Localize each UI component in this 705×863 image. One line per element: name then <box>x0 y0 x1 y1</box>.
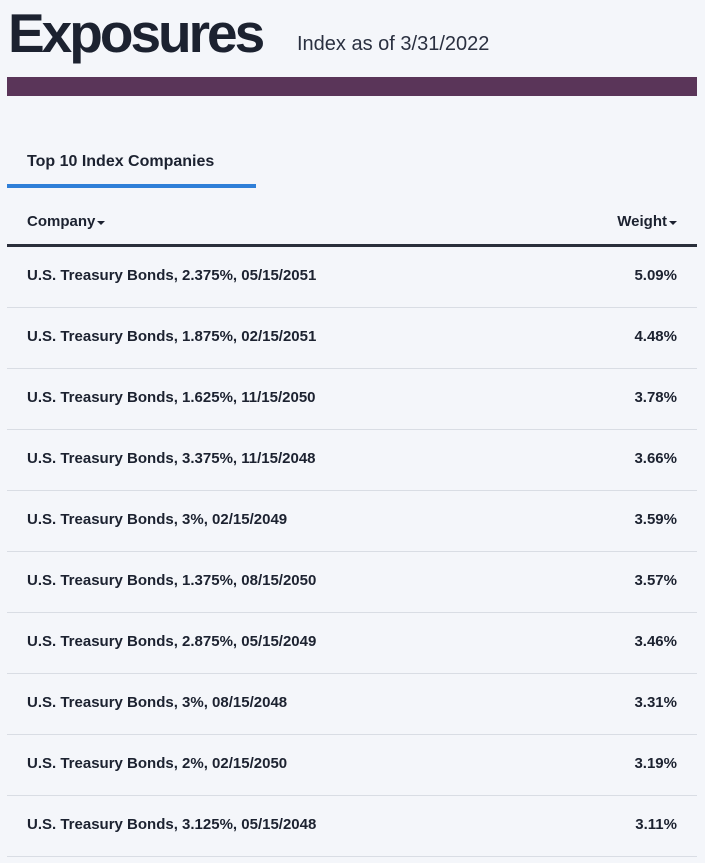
table-header: Company Weight <box>7 196 697 247</box>
company-cell: U.S. Treasury Bonds, 2%, 02/15/2050 <box>27 755 288 772</box>
table-row: U.S. Treasury Bonds, 2%, 02/15/2050 3.19… <box>7 735 697 796</box>
tab-top-10-index-companies[interactable]: Top 10 Index Companies <box>7 140 256 188</box>
company-cell: U.S. Treasury Bonds, 2.375%, 05/15/2051 <box>27 267 317 284</box>
table-row: U.S. Treasury Bonds, 3%, 02/15/2049 3.59… <box>7 491 697 552</box>
weight-cell: 4.48% <box>634 328 677 345</box>
weight-cell: 3.46% <box>634 633 677 650</box>
weight-cell: 3.78% <box>634 389 677 406</box>
accent-bar <box>7 77 697 96</box>
table-row: U.S. Treasury Bonds, 1.375%, 08/15/2050 … <box>7 552 697 613</box>
table-row: U.S. Treasury Bonds, 3.125%, 05/15/2048 … <box>7 796 697 857</box>
company-cell: U.S. Treasury Bonds, 3.125%, 05/15/2048 <box>27 816 317 833</box>
table-row: U.S. Treasury Bonds, 3.375%, 11/15/2048 … <box>7 430 697 491</box>
page-title: Exposures <box>8 2 265 64</box>
table-row: U.S. Treasury Bonds, 1.625%, 11/15/2050 … <box>7 369 697 430</box>
company-cell: U.S. Treasury Bonds, 1.625%, 11/15/2050 <box>27 389 316 406</box>
weight-cell: 5.09% <box>634 267 677 284</box>
company-cell: U.S. Treasury Bonds, 3%, 08/15/2048 <box>27 694 288 711</box>
table-row: U.S. Treasury Bonds, 2.875%, 05/15/2049 … <box>7 613 697 674</box>
caret-down-icon <box>97 220 106 225</box>
weight-cell: 3.19% <box>634 755 677 772</box>
company-cell: U.S. Treasury Bonds, 3%, 02/15/2049 <box>27 511 288 528</box>
weight-cell: 3.66% <box>634 450 677 467</box>
column-header-weight[interactable]: Weight <box>617 213 677 230</box>
weight-cell: 3.11% <box>635 816 677 833</box>
company-cell: U.S. Treasury Bonds, 1.875%, 02/15/2051 <box>27 328 317 345</box>
company-cell: U.S. Treasury Bonds, 3.375%, 11/15/2048 <box>27 450 316 467</box>
weight-cell: 3.31% <box>634 694 677 711</box>
weight-cell: 3.57% <box>634 572 677 589</box>
company-cell: U.S. Treasury Bonds, 1.375%, 08/15/2050 <box>27 572 317 589</box>
holdings-table: Company Weight U.S. Treasury Bonds, 2.37… <box>7 196 697 857</box>
table-row: U.S. Treasury Bonds, 2.375%, 05/15/2051 … <box>7 247 697 308</box>
active-tab-indicator <box>7 184 256 188</box>
tab-label: Top 10 Index Companies <box>27 153 215 170</box>
as-of-date: Index as of 3/31/2022 <box>297 33 490 55</box>
table-row: U.S. Treasury Bonds, 3%, 08/15/2048 3.31… <box>7 674 697 735</box>
column-header-company[interactable]: Company <box>27 213 106 230</box>
page-header: Exposures Index as of 3/31/2022 <box>8 0 698 70</box>
column-header-label: Weight <box>617 213 667 230</box>
caret-down-icon <box>669 220 677 225</box>
table-row: U.S. Treasury Bonds, 1.875%, 02/15/2051 … <box>7 308 697 369</box>
column-header-label: Company <box>27 213 96 230</box>
company-cell: U.S. Treasury Bonds, 2.875%, 05/15/2049 <box>27 633 317 650</box>
weight-cell: 3.59% <box>634 511 677 528</box>
